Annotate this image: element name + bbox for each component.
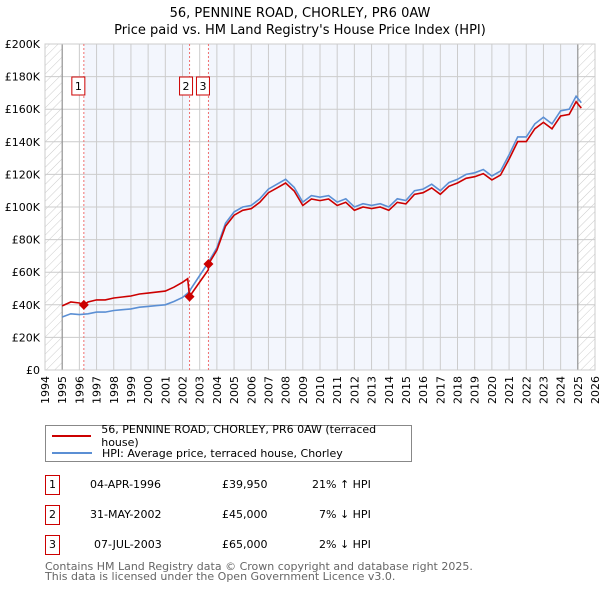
x-tick-label: 1998 — [108, 376, 121, 404]
x-tick-label: 2024 — [555, 376, 568, 404]
y-tick-label: £60K — [12, 266, 41, 279]
transaction-hpi-diff: 2% ↓ HPI — [319, 538, 371, 551]
transaction-number: 1 — [45, 475, 60, 495]
y-tick-label: £0 — [26, 364, 40, 377]
x-tick-label: 2010 — [314, 376, 327, 404]
sale-number-box — [195, 76, 210, 96]
legend-label-property: 56, PENNINE ROAD, CHORLEY, PR6 0AW (terr… — [101, 423, 377, 449]
x-tick-label: 2007 — [262, 376, 275, 404]
y-tick-label: £40K — [12, 299, 41, 312]
y-tick-label: £160K — [5, 103, 41, 116]
y-tick-label: £100K — [5, 201, 41, 214]
y-tick-label: £120K — [5, 168, 41, 181]
transaction-hpi-diff: 7% ↓ HPI — [319, 508, 371, 521]
x-tick-label: 2009 — [297, 376, 310, 404]
x-tick-label: 2004 — [211, 376, 224, 404]
property-price-line — [61, 100, 582, 307]
transaction-number: 2 — [45, 505, 60, 525]
x-tick-label: 2017 — [434, 376, 447, 404]
transaction-price: £65,000 — [222, 538, 268, 551]
sale-number-box — [71, 76, 86, 96]
legend: 56, PENNINE ROAD, CHORLEY, PR6 0AW (terr… — [45, 423, 412, 462]
x-tick-label: 2018 — [452, 376, 465, 404]
footer-copyright: Contains HM Land Registry data © Crown c… — [45, 560, 473, 573]
x-tick-label: 2012 — [348, 376, 361, 404]
transaction-price: £45,000 — [222, 508, 268, 521]
x-tick-label: 1997 — [91, 376, 104, 404]
sale-number-label: 1 — [75, 80, 82, 93]
legend-label-hpi: HPI: Average price, terraced house, Chor… — [102, 446, 343, 460]
legend-item-hpi: HPI: Average price, terraced house, Chor… — [52, 445, 343, 461]
x-tick-label: 2001 — [159, 376, 172, 404]
x-tick-label: 2002 — [177, 376, 190, 404]
legend-item-property: 56, PENNINE ROAD, CHORLEY, PR6 0AW (terr… — [52, 423, 411, 449]
y-tick-label: £140K — [5, 136, 41, 149]
chart-subtitle: Price paid vs. HM Land Registry's House … — [114, 23, 486, 38]
x-tick-label: 2013 — [366, 376, 379, 404]
blue-line-swatch — [52, 452, 92, 454]
x-tick-label: 2019 — [469, 376, 482, 404]
transaction-hpi-diff: 21% ↑ HPI — [312, 478, 371, 491]
transaction-number: 3 — [45, 535, 60, 555]
chart-title: 56, PENNINE ROAD, CHORLEY, PR6 0AW — [170, 6, 431, 21]
x-tick-label: 2015 — [400, 376, 413, 404]
red-line-swatch — [52, 435, 92, 437]
x-tick-label: 2021 — [503, 376, 516, 404]
transaction-price: £39,950 — [222, 478, 268, 491]
footer-licence: This data is licensed under the Open Gov… — [45, 570, 396, 583]
transaction-date: 31-MAY-2002 — [90, 508, 162, 521]
x-tick-label: 1996 — [73, 376, 86, 404]
x-tick-label: 2023 — [537, 376, 550, 404]
x-tick-label: 2005 — [228, 376, 241, 404]
y-tick-label: £20K — [12, 331, 41, 344]
sale-number-box — [179, 76, 194, 96]
price-chart: 56, PENNINE ROAD, CHORLEY, PR6 0AW Price… — [5, 6, 600, 404]
sale-point-marker — [203, 259, 214, 270]
x-tick-label: 2020 — [486, 376, 499, 404]
hpi-line — [61, 94, 582, 318]
transaction-date: 07-JUL-2003 — [94, 538, 162, 551]
transaction-date: 04-APR-1996 — [90, 478, 162, 491]
x-tick-label: 1999 — [125, 376, 138, 404]
x-tick-label: 2003 — [194, 376, 207, 404]
x-tick-label: 2014 — [383, 376, 396, 404]
sale-point-marker — [78, 299, 89, 310]
x-tick-label: 1994 — [39, 376, 52, 404]
x-tick-label: 2026 — [589, 376, 600, 404]
x-tick-label: 2016 — [417, 376, 430, 404]
x-tick-label: 2025 — [572, 376, 585, 404]
sale-number-label: 3 — [199, 80, 206, 93]
y-tick-label: £180K — [5, 71, 41, 84]
x-tick-label: 2006 — [245, 376, 258, 404]
y-tick-label: £200K — [5, 38, 41, 51]
sale-number-label: 2 — [183, 80, 190, 93]
x-tick-label: 2022 — [520, 376, 533, 404]
x-tick-label: 1995 — [56, 376, 69, 404]
plot-border — [44, 43, 596, 371]
y-tick-label: £80K — [12, 234, 41, 247]
x-tick-label: 2000 — [142, 376, 155, 404]
sale-point-marker — [184, 291, 195, 302]
x-tick-label: 2008 — [280, 376, 293, 404]
x-tick-label: 2011 — [331, 376, 344, 404]
